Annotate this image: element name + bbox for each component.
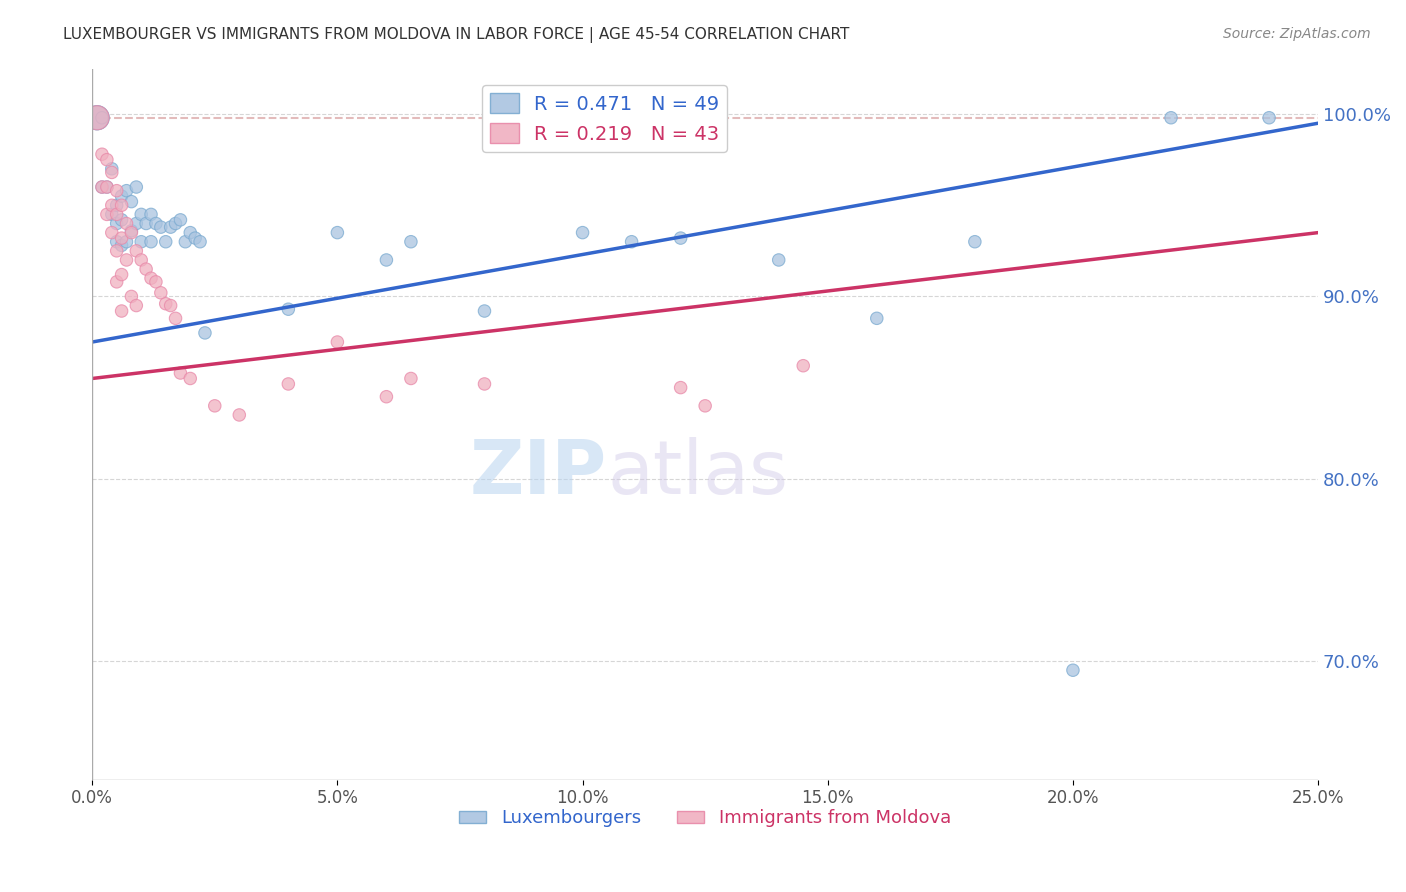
Point: [620, 235, 643, 249]
Point: [145, 217, 167, 231]
Point: [474, 304, 496, 318]
Point: [101, 198, 124, 212]
Text: LUXEMBOURGER VS IMMIGRANTS FROM MOLDOVA IN LABOR FORCE | AGE 45-54 CORRELATION C: LUXEMBOURGER VS IMMIGRANTS FROM MOLDOVA …: [63, 27, 849, 43]
Point: [159, 220, 181, 235]
Point: [120, 226, 142, 240]
Point: [165, 311, 187, 326]
Point: [375, 390, 398, 404]
Point: [768, 252, 790, 267]
Point: [110, 304, 132, 318]
Point: [101, 226, 124, 240]
Point: [139, 271, 162, 285]
Legend: Luxembourgers, Immigrants from Moldova: Luxembourgers, Immigrants from Moldova: [453, 802, 957, 835]
Point: [169, 212, 191, 227]
Point: [149, 285, 172, 300]
Point: [86, 111, 108, 125]
Point: [91, 111, 114, 125]
Point: [110, 189, 132, 203]
Point: [96, 180, 118, 194]
Point: [135, 217, 157, 231]
Point: [115, 235, 138, 249]
Point: [115, 184, 138, 198]
Point: [120, 289, 142, 303]
Point: [101, 161, 124, 176]
Text: Source: ZipAtlas.com: Source: ZipAtlas.com: [1223, 27, 1371, 41]
Point: [159, 299, 181, 313]
Point: [174, 235, 197, 249]
Point: [963, 235, 986, 249]
Point: [125, 180, 148, 194]
Point: [188, 235, 211, 249]
Point: [375, 252, 398, 267]
Point: [139, 207, 162, 221]
Point: [129, 252, 152, 267]
Point: [326, 226, 349, 240]
Point: [96, 207, 118, 221]
Point: [474, 376, 496, 391]
Point: [149, 220, 172, 235]
Point: [86, 111, 108, 125]
Point: [125, 244, 148, 258]
Point: [399, 371, 422, 385]
Text: atlas: atlas: [607, 437, 789, 510]
Point: [120, 224, 142, 238]
Point: [399, 235, 422, 249]
Point: [105, 235, 128, 249]
Point: [866, 311, 889, 326]
Point: [1258, 111, 1281, 125]
Point: [96, 180, 118, 194]
Point: [91, 147, 114, 161]
Point: [105, 198, 128, 212]
Point: [110, 238, 132, 252]
Point: [165, 217, 187, 231]
Point: [669, 381, 692, 395]
Point: [101, 165, 124, 179]
Point: [326, 334, 349, 349]
Point: [91, 180, 114, 194]
Point: [129, 235, 152, 249]
Point: [125, 299, 148, 313]
Point: [125, 217, 148, 231]
Point: [277, 302, 299, 317]
Point: [1160, 111, 1182, 125]
Point: [228, 408, 250, 422]
Text: ZIP: ZIP: [470, 437, 607, 510]
Point: [669, 231, 692, 245]
Point: [115, 217, 138, 231]
Point: [155, 235, 177, 249]
Point: [110, 231, 132, 245]
Point: [105, 207, 128, 221]
Point: [86, 111, 108, 125]
Point: [135, 262, 157, 277]
Point: [105, 217, 128, 231]
Point: [1062, 663, 1084, 677]
Point: [179, 371, 201, 385]
Point: [110, 268, 132, 282]
Point: [169, 366, 191, 380]
Point: [571, 226, 593, 240]
Point: [110, 212, 132, 227]
Point: [695, 399, 717, 413]
Point: [105, 275, 128, 289]
Point: [115, 252, 138, 267]
Point: [204, 399, 226, 413]
Point: [277, 376, 299, 391]
Point: [129, 207, 152, 221]
Point: [110, 198, 132, 212]
Point: [155, 297, 177, 311]
Point: [179, 226, 201, 240]
Point: [184, 231, 207, 245]
Point: [194, 326, 217, 340]
Point: [145, 275, 167, 289]
Point: [96, 153, 118, 167]
Point: [120, 194, 142, 209]
Point: [91, 180, 114, 194]
Point: [792, 359, 814, 373]
Point: [101, 207, 124, 221]
Point: [105, 244, 128, 258]
Point: [139, 235, 162, 249]
Point: [105, 184, 128, 198]
